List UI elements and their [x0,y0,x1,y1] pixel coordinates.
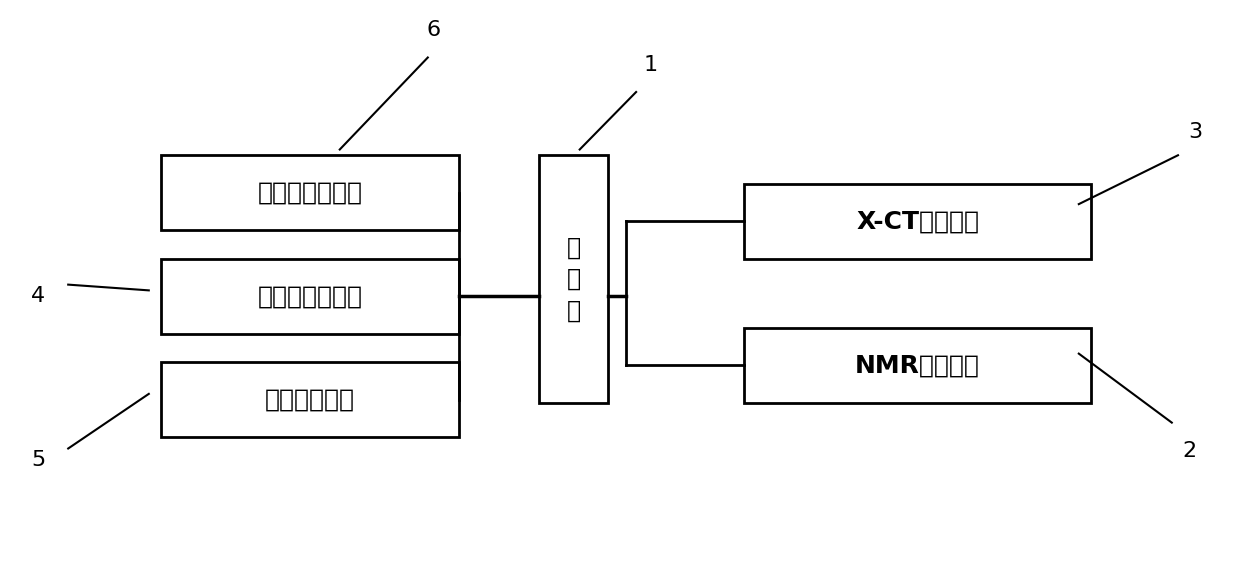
Bar [744,184,1091,259]
Text: 4: 4 [31,286,45,306]
Text: 1: 1 [644,55,658,75]
Text: 3: 3 [1189,122,1203,142]
Text: 6: 6 [427,20,441,40]
Text: 5: 5 [31,450,45,470]
Bar [161,155,459,230]
Bar [161,259,459,334]
Text: NMR测试系统: NMR测试系统 [856,353,980,377]
Text: 抽真空饱和系统: 抽真空饱和系统 [258,181,362,205]
Text: 温压控制系统: 温压控制系统 [265,388,355,412]
Bar [539,155,608,402]
Text: 2: 2 [1183,442,1197,461]
Text: 水合物合成系统: 水合物合成系统 [258,284,362,308]
Text: 反
应
釜: 反 应 釜 [567,235,580,323]
Bar [744,328,1091,402]
Text: X-CT扫描系统: X-CT扫描系统 [856,209,980,233]
Bar [161,362,459,437]
